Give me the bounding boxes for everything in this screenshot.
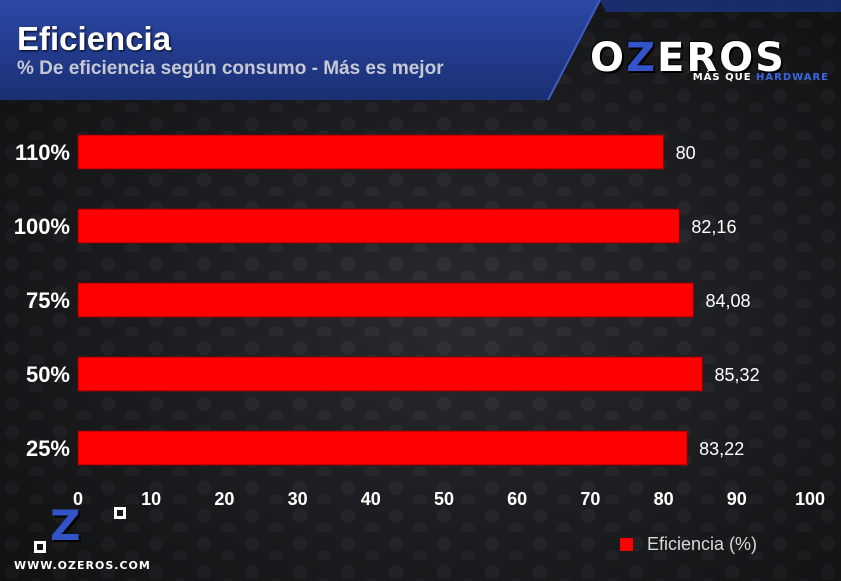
watermark-square-top: [114, 507, 126, 519]
x-tick-label: 30: [288, 489, 308, 509]
x-tick-label: 80: [654, 489, 674, 509]
data-label: 84,08: [705, 291, 750, 311]
chart-legend: Eficiencia (%): [620, 533, 757, 555]
x-tick-label: 0: [73, 489, 83, 509]
bar: [77, 282, 694, 318]
x-tick-label: 60: [507, 489, 527, 509]
logo-tag-main: MÁS QUE: [692, 72, 752, 83]
x-tick-label: 70: [580, 489, 600, 509]
category-label: 50%: [26, 362, 70, 387]
x-tick-label: 20: [214, 489, 234, 509]
bar: [77, 134, 665, 170]
category-label: 75%: [26, 288, 70, 313]
bar: [77, 430, 688, 466]
logo-letter-z: Z: [626, 35, 658, 81]
x-tick-label: 50: [434, 489, 454, 509]
data-label: 80: [676, 143, 696, 163]
logo-tag-accent: HARDWARE: [756, 72, 829, 83]
bar: [77, 356, 704, 392]
category-label: 110%: [15, 140, 70, 165]
category-label: 100%: [14, 214, 70, 239]
logo-wordmark: OZEROS: [590, 38, 786, 78]
category-label: 25%: [26, 436, 70, 461]
data-label: 83,22: [699, 439, 744, 459]
data-label: 82,16: [691, 217, 736, 237]
header-banner: [0, 0, 841, 100]
ozeros-watermark-logo: Z WWW.OZEROS.COM: [14, 501, 158, 575]
watermark-url: WWW.OZEROS.COM: [14, 559, 151, 572]
logo-tagline: MÁS QUE HARDWARE: [693, 72, 829, 83]
x-tick-label: 10: [141, 489, 161, 509]
chart-subtitle: % De eficiencia según consumo - Más es m…: [17, 58, 444, 79]
bar-chart: 110% 80 100% 82,16 75% 84,08 50% 85,32 25% 83,22 0…: [14, 134, 825, 509]
chart-title: Eficiencia: [17, 20, 172, 57]
watermark-square-bottom: [34, 541, 46, 553]
x-tick-label: 40: [361, 489, 381, 509]
logo-letters-eros: EROS: [657, 35, 786, 81]
ozeros-logo: OZEROS MÁS QUE HARDWARE: [590, 38, 835, 88]
bar: [77, 208, 680, 244]
data-label: 85,32: [715, 365, 760, 385]
chart-header: Eficiencia % De eficiencia según consumo…: [0, 0, 841, 100]
legend-label: Eficiencia (%): [647, 533, 758, 554]
legend-swatch: [620, 537, 633, 551]
watermark-z: Z: [50, 501, 81, 550]
logo-letter-o: O: [590, 35, 627, 81]
x-tick-label: 90: [727, 489, 747, 509]
x-tick-label: 100: [795, 489, 825, 509]
